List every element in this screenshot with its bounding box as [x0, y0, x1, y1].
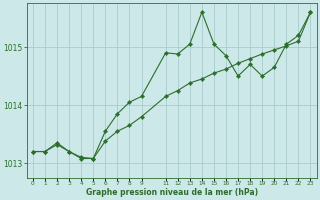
X-axis label: Graphe pression niveau de la mer (hPa): Graphe pression niveau de la mer (hPa): [86, 188, 258, 197]
